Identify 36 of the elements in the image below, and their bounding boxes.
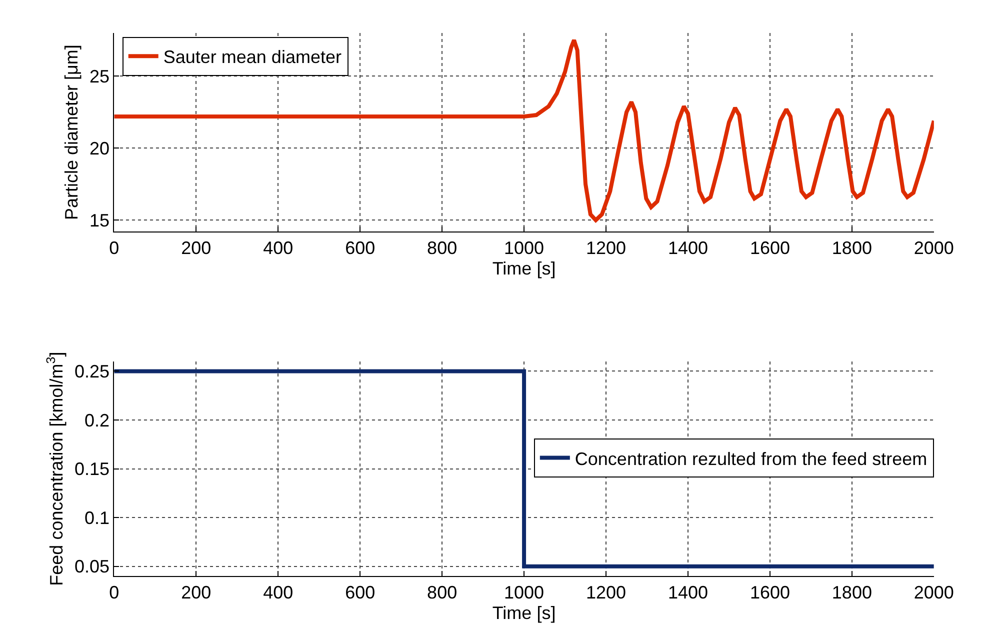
x-tick-label: 1000 <box>504 582 544 603</box>
x-tick-label: 800 <box>427 238 458 258</box>
x-axis-title: Time [s] <box>492 258 556 278</box>
y-tick-label: 15 <box>90 210 110 230</box>
x-tick-label: 1800 <box>832 238 872 258</box>
x-tick-label: 0 <box>109 238 120 258</box>
y-tick-label: 0.25 <box>74 361 110 382</box>
y-tick-label: 0.2 <box>84 410 110 430</box>
x-tick-label: 800 <box>427 582 458 603</box>
y-axis-title: Particle diameter [μm] <box>62 44 82 220</box>
legend-label: Concentration rezulted from the feed streem <box>574 448 928 469</box>
x-tick-label: 1200 <box>586 238 626 258</box>
x-tick-label: 600 <box>345 582 376 603</box>
x-tick-label: 1600 <box>750 238 790 258</box>
x-tick-label: 1400 <box>668 582 708 603</box>
x-tick-label: 400 <box>263 238 294 258</box>
y-tick-label: 25 <box>90 66 110 86</box>
x-tick-label: 600 <box>345 238 376 258</box>
x-tick-label: 1600 <box>750 582 790 603</box>
y-tick-label: 0.05 <box>74 556 110 577</box>
x-tick-label: 1000 <box>504 238 544 258</box>
legend-label: Sauter mean diameter <box>163 47 342 68</box>
y-tick-label: 0.15 <box>74 459 110 480</box>
x-tick-label: 2000 <box>914 582 954 603</box>
x-tick-label: 1200 <box>586 582 626 603</box>
x-axis-title: Time [s] <box>492 602 556 623</box>
y-tick-label: 20 <box>90 138 110 158</box>
x-tick-label: 1400 <box>668 238 708 258</box>
line-series <box>114 38 934 222</box>
x-tick-label: 400 <box>263 582 294 603</box>
x-tick-label: 200 <box>181 582 212 603</box>
x-tick-label: 1800 <box>832 582 872 603</box>
y-tick-label: 0.1 <box>84 508 110 528</box>
x-tick-label: 2000 <box>914 238 954 258</box>
x-tick-label: 0 <box>109 582 120 603</box>
x-tick-label: 200 <box>181 238 212 258</box>
